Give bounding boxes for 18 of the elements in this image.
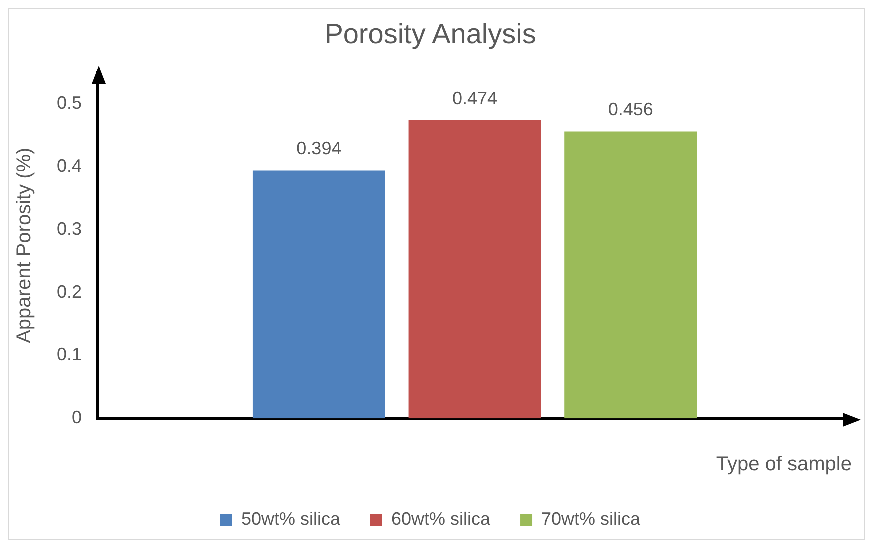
bar [252,170,386,419]
y-axis-title: Apparent Porosity (%) [14,148,36,344]
y-tick-label: 0 [72,408,82,428]
y-tick-label: 0.2 [56,282,82,302]
y-tick-label: 0.1 [56,344,82,365]
legend-label: 50wt% silica [241,508,342,529]
y-tick-label: 0.3 [56,218,82,239]
chart-title: Porosity Analysis [324,18,536,50]
data-label: 0.456 [608,100,654,120]
bar [408,120,542,419]
legend-label: 70wt% silica [542,508,642,529]
data-label: 0.394 [296,138,342,159]
y-tick-label: 0.4 [56,156,82,176]
y-tick-label: 0.5 [56,93,82,114]
legend-label: 60wt% silica [391,508,492,529]
data-label: 0.474 [452,88,498,108]
x-axis-title: Type of sample [716,454,852,476]
bar [564,132,698,419]
